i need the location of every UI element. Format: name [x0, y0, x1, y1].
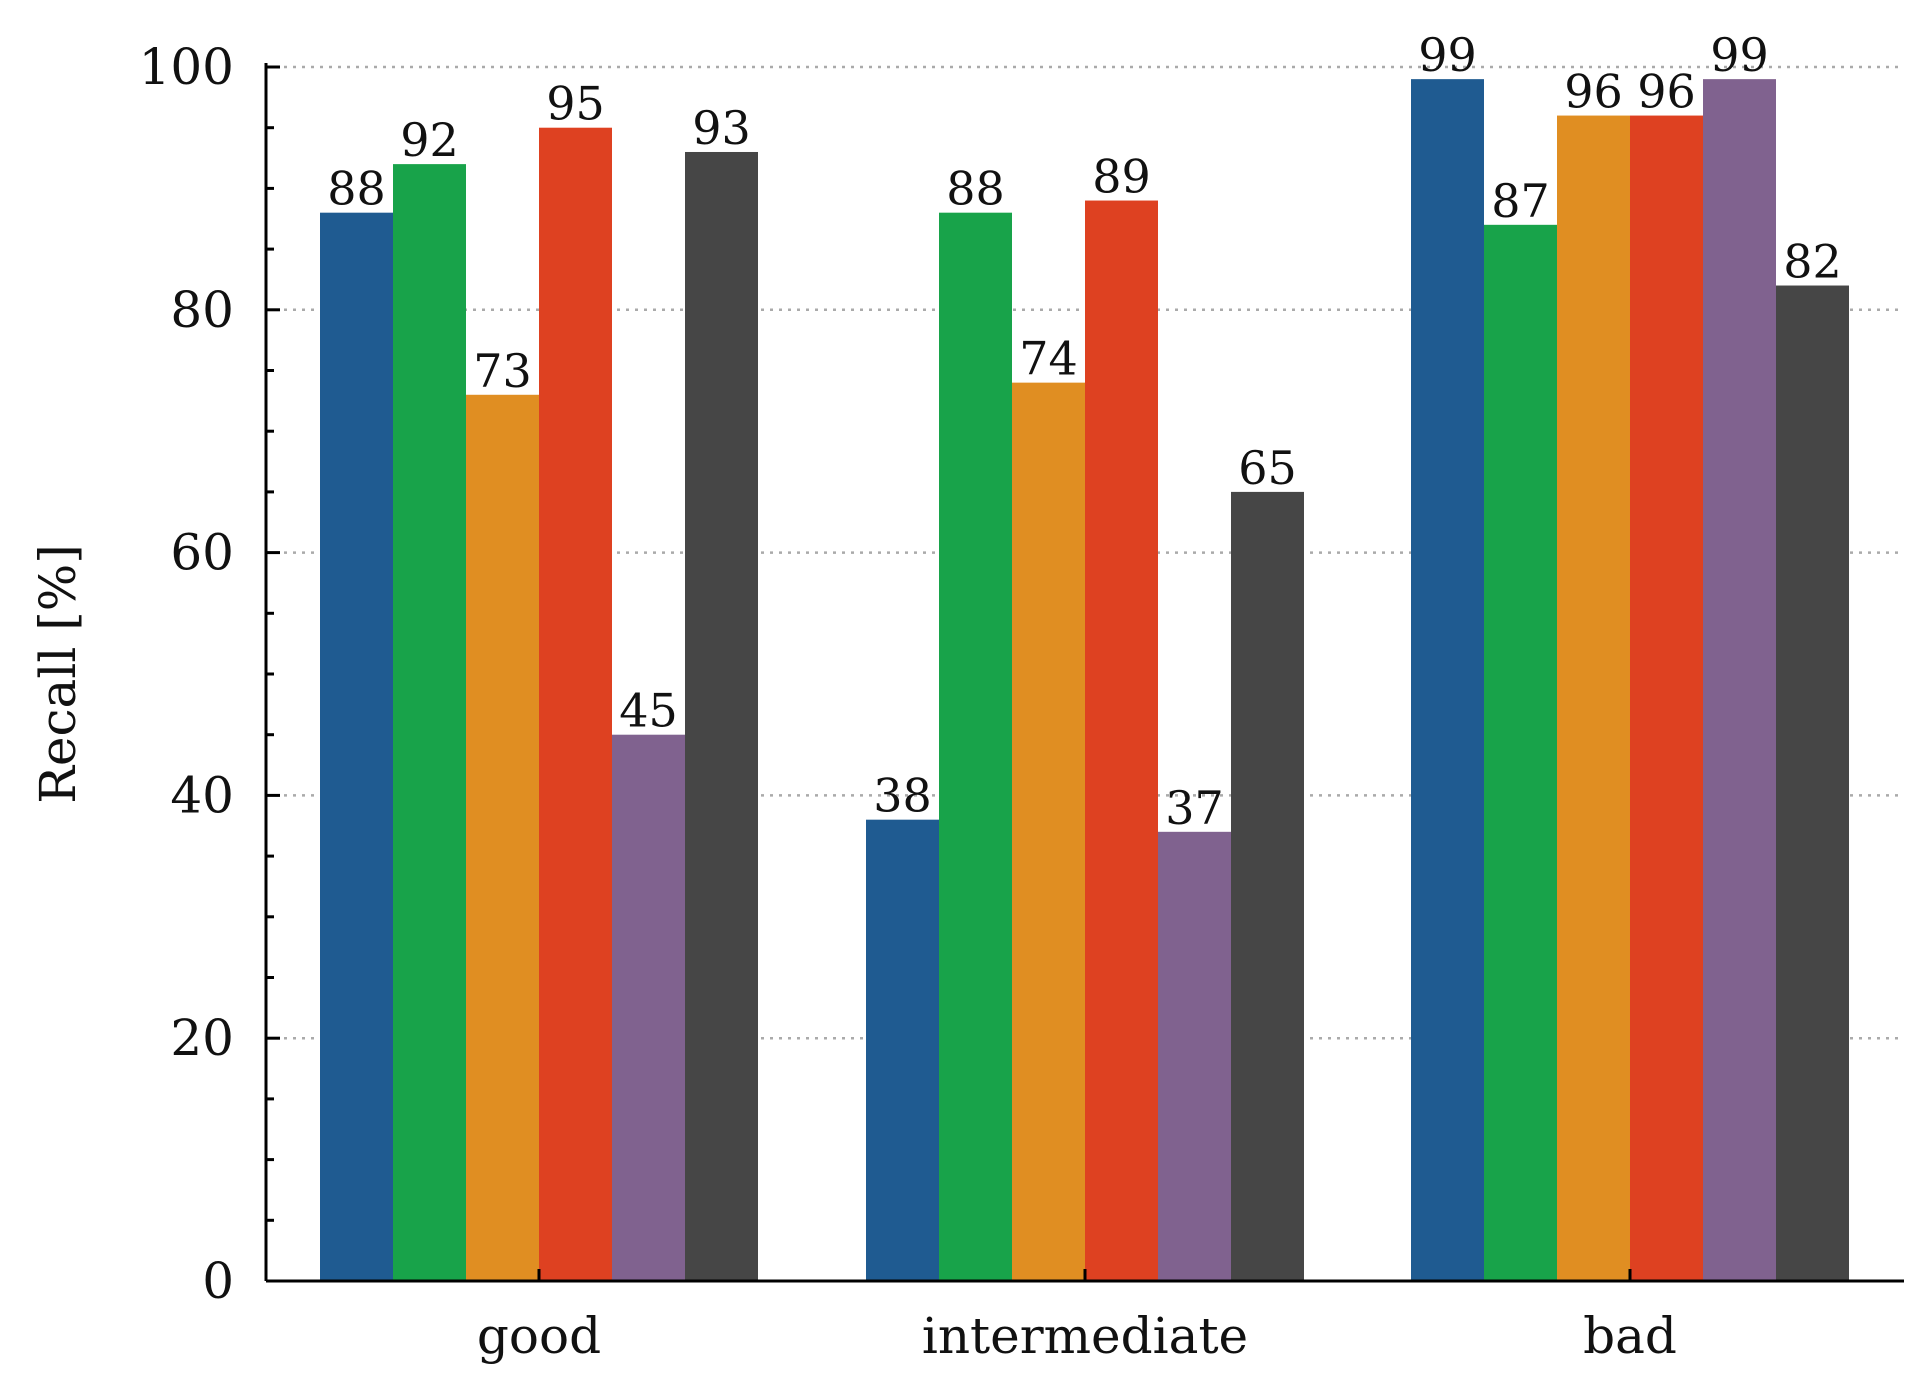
y-tick-label-40: 40 [170, 766, 234, 824]
bar-good-series-6 [685, 151, 758, 1282]
bar-bad-series-3 [1557, 115, 1630, 1281]
bar-good-series-4 [539, 127, 612, 1282]
bar-layer [320, 79, 1849, 1282]
bar-intermediate-series-2 [939, 212, 1012, 1282]
bar-bad-series-4 [1630, 115, 1703, 1281]
x-tick-label-bad: bad [1583, 1307, 1677, 1365]
data-label-good-series-5: 45 [619, 684, 678, 738]
bar-intermediate-series-3 [1012, 382, 1085, 1281]
data-label-intermediate-series-1: 38 [873, 769, 932, 823]
bar-good-series-3 [466, 394, 539, 1281]
bar-bad-series-2 [1484, 224, 1557, 1281]
bar-good-series-5 [612, 734, 685, 1281]
data-label-bad-series-3: 96 [1564, 65, 1623, 119]
data-label-good-series-3: 73 [473, 344, 532, 398]
data-label-bad-series-1: 99 [1418, 28, 1477, 82]
data-label-intermediate-series-3: 74 [1019, 332, 1078, 386]
bar-intermediate-series-6 [1231, 491, 1304, 1281]
data-label-bad-series-5: 99 [1710, 28, 1769, 82]
x-tick-label-good: good [477, 1307, 601, 1365]
bar-good-series-2 [393, 164, 466, 1281]
y-tick-label-20: 20 [170, 1009, 234, 1067]
x-tick-label-intermediate: intermediate [922, 1307, 1248, 1365]
data-label-intermediate-series-6: 65 [1238, 441, 1297, 495]
bar-bad-series-6 [1776, 285, 1849, 1281]
data-label-good-series-6: 93 [692, 101, 751, 155]
data-label-good-series-1: 88 [327, 162, 386, 216]
data-label-good-series-4: 95 [546, 77, 605, 131]
data-label-good-series-2: 92 [400, 113, 459, 167]
label-layer: 88 38 99 92 88 87 73 74 96 95 89 96 45 37 99 93 65 82 0 20 4… [139, 28, 1842, 1365]
bar-bad-series-1 [1411, 79, 1484, 1281]
y-tick-label-80: 80 [170, 281, 234, 339]
bar-intermediate-series-5 [1158, 831, 1231, 1281]
data-label-bad-series-4: 96 [1637, 65, 1696, 119]
data-label-bad-series-2: 87 [1491, 174, 1550, 228]
bar-bad-series-5 [1703, 79, 1776, 1281]
data-label-intermediate-series-2: 88 [946, 162, 1005, 216]
y-tick-label-0: 0 [202, 1252, 234, 1310]
y-axis-title: Recall [%] [29, 544, 87, 803]
data-label-intermediate-series-4: 89 [1092, 150, 1151, 204]
y-tick-label-100: 100 [139, 38, 234, 96]
axis-layer [264, 63, 1904, 1283]
data-label-bad-series-6: 82 [1783, 235, 1842, 289]
y-tick-label-60: 60 [170, 524, 234, 582]
bar-intermediate-series-1 [866, 819, 939, 1281]
bar-intermediate-series-4 [1085, 200, 1158, 1281]
data-label-intermediate-series-5: 37 [1165, 781, 1224, 835]
bar-good-series-1 [320, 212, 393, 1282]
